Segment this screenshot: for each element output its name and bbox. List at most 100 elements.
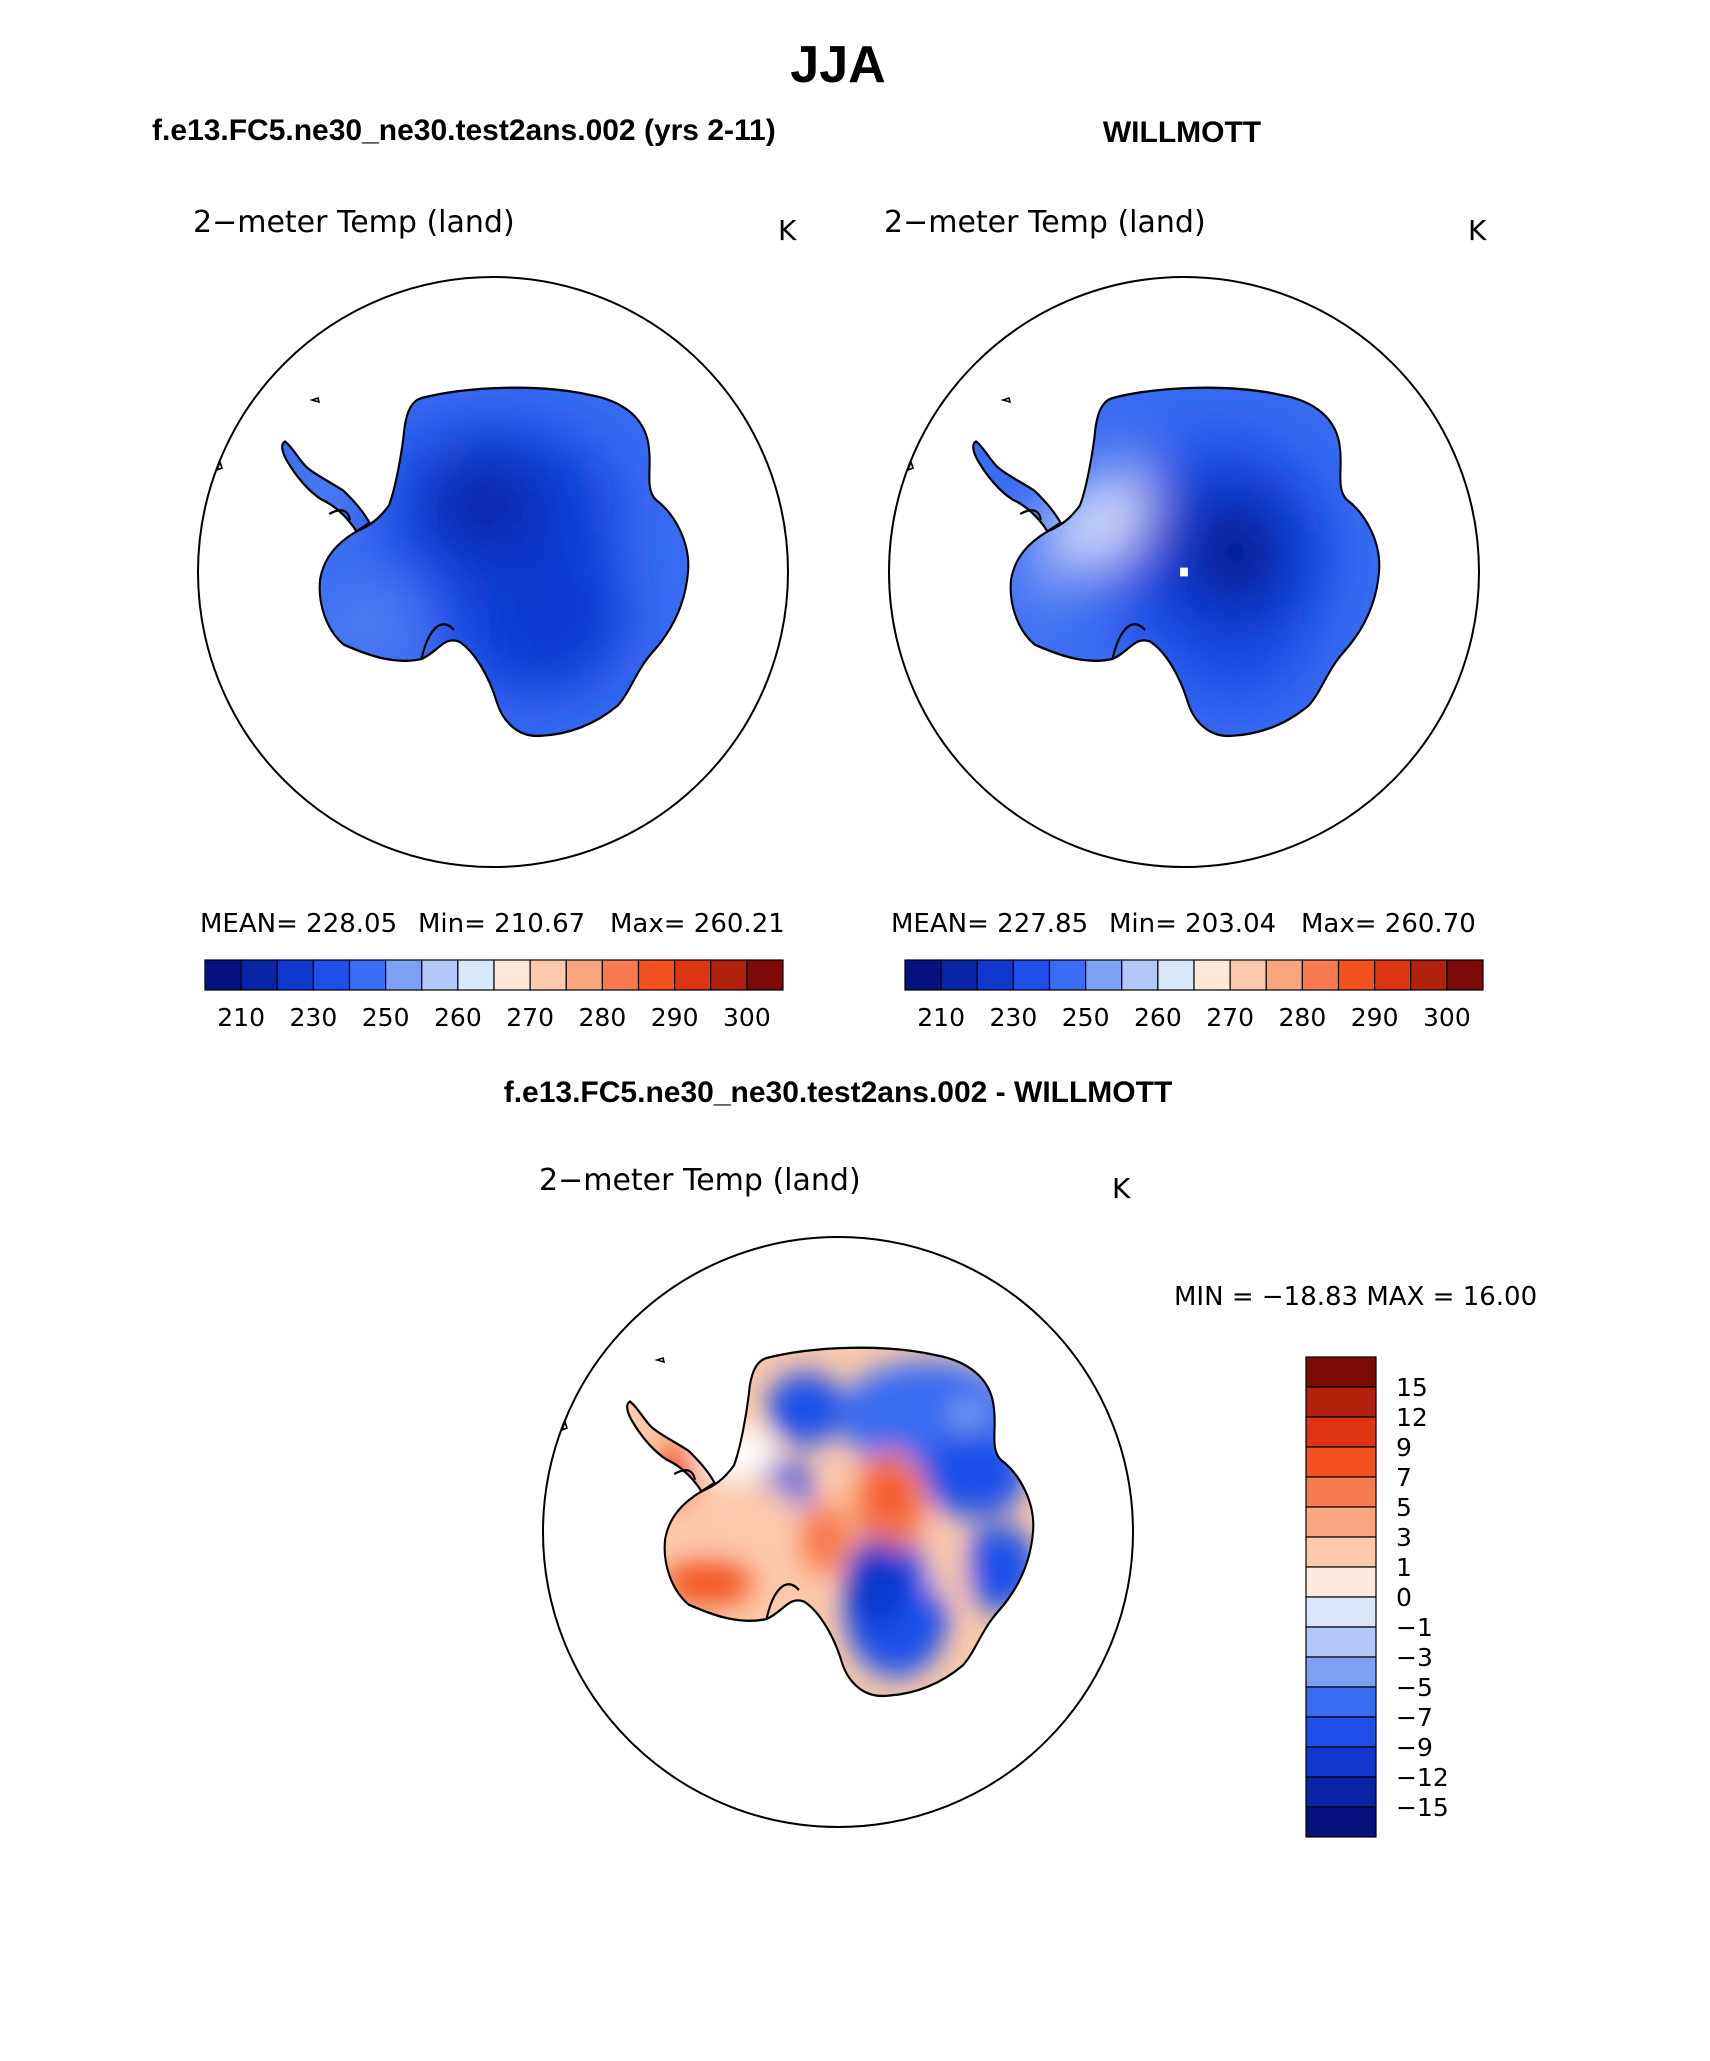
- panel-diff-range: MIN = −18.83 MAX = 16.00: [1174, 1282, 1537, 1312]
- panel-model-colorbar-tick-label: 260: [434, 1003, 482, 1032]
- panel-model-mean: MEAN= 228.05: [200, 909, 397, 939]
- panel-diff-colorbar-swatch: [1305, 1476, 1377, 1508]
- panel-diff-colorbar-swatch: [1305, 1356, 1377, 1388]
- panel-model-colorbar-swatch: [457, 959, 495, 991]
- panel-obs-colorbar-swatch: [1337, 959, 1376, 991]
- panel-obs-mean: MEAN= 227.85: [891, 909, 1088, 939]
- panel-diff-colorbar-swatch: [1305, 1446, 1377, 1478]
- panel-diff-colorbar-tick-label: −9: [1396, 1733, 1433, 1762]
- panel-diff-colorbar-tick-label: −7: [1396, 1703, 1433, 1732]
- panel-model-max: Max= 260.21: [610, 909, 785, 939]
- panel-diff-colorbar-swatch: [1305, 1386, 1377, 1418]
- panel-model-colorbar-tick-label: 300: [723, 1003, 771, 1032]
- panel-model-colorbar: 210 230 250 260 270 280 290 300: [204, 959, 784, 1032]
- panel-obs-colorbar-tick-label: 210: [917, 1003, 965, 1032]
- panel-diff-colorbar-swatch: [1305, 1686, 1377, 1718]
- panel-model-min: Min= 210.67: [418, 909, 585, 939]
- panel-observations: 2−meter Temp (land) K: [884, 205, 1487, 1032]
- panel-model-colorbar-tick-label: 250: [362, 1003, 410, 1032]
- panel-diff-title: 2−meter Temp (land): [539, 1163, 861, 1198]
- panel-model-colorbar-swatch: [421, 959, 459, 991]
- panel-model-colorbar-tick-label: 290: [651, 1003, 699, 1032]
- panel-obs-colorbar-swatch: [976, 959, 1014, 991]
- panel-obs-colorbar-swatch: [1121, 959, 1159, 991]
- panel-model-colorbar-swatch: [240, 959, 278, 991]
- panel-model-units: K: [778, 214, 797, 247]
- panel-model-colorbar-swatch: [746, 959, 784, 991]
- panel-diff-colorbar-swatch: [1305, 1506, 1377, 1538]
- panel-obs-colorbar-swatch: [1048, 959, 1087, 991]
- panel-diff-colorbar-tick-label: −15: [1396, 1793, 1449, 1822]
- panel-obs-colorbar-swatch: [1374, 959, 1412, 991]
- panel-obs-colorbar-swatch: [1193, 959, 1231, 991]
- panel-diff-colorbar-tick-label: 5: [1396, 1493, 1412, 1522]
- panel-model-colorbar-swatch: [565, 959, 603, 991]
- panel-obs-colorbar-swatch: [1446, 959, 1484, 991]
- season-title: JJA: [790, 36, 885, 94]
- panel-diff-colorbar-swatch: [1305, 1596, 1377, 1628]
- panel-diff-colorbar-swatch: [1305, 1416, 1377, 1448]
- panel-model-island: [215, 396, 321, 472]
- panel-model-colorbar-swatch: [637, 959, 676, 991]
- panel-obs-colorbar-tick-label: 250: [1062, 1003, 1110, 1032]
- difference-header: f.e13.FC5.ne30_ne30.test2ans.002 - WILLM…: [504, 1076, 1173, 1109]
- model-run-header: f.e13.FC5.ne30_ne30.test2ans.002 (yrs 2-…: [152, 114, 776, 147]
- panel-model-colorbar-swatch: [493, 959, 531, 991]
- panel-model-colorbar-swatch: [710, 959, 748, 991]
- panel-diff-colorbar-tick-label: 15: [1396, 1373, 1428, 1402]
- panel-obs-title: 2−meter Temp (land): [884, 205, 1206, 240]
- panel-model-colorbar-tick-label: 280: [579, 1003, 627, 1032]
- panel-diff-colorbar-swatch: [1305, 1776, 1377, 1808]
- panel-obs-units: K: [1468, 214, 1487, 247]
- panel-diff-colorbar-swatch: [1305, 1716, 1377, 1748]
- panel-obs-colorbar-tick-label: 270: [1206, 1003, 1254, 1032]
- panel-diff-colorbar-tick-label: −1: [1396, 1613, 1433, 1642]
- panel-model-colorbar-swatch: [204, 959, 242, 991]
- panel-obs-colorbar-swatch: [1085, 959, 1123, 991]
- panel-diff-colorbar-tick-label: 1: [1396, 1553, 1412, 1582]
- panel-model-colorbar-tick-label: 230: [290, 1003, 338, 1032]
- panel-model-colorbar-tick-label: 210: [217, 1003, 265, 1032]
- panel-model-colorbar-swatch: [312, 959, 351, 991]
- panel-obs-colorbar-swatch: [904, 959, 942, 991]
- panel-obs-colorbar-swatch: [1012, 959, 1051, 991]
- panel-diff-colorbar-swatch: [1305, 1626, 1377, 1658]
- panel-obs-colorbar-swatch: [1410, 959, 1448, 991]
- panel-obs-max: Max= 260.70: [1301, 909, 1476, 939]
- panel-model-colorbar-swatch: [348, 959, 387, 991]
- panel-diff-island: [560, 1356, 666, 1432]
- panel-obs-min: Min= 203.04: [1109, 909, 1276, 939]
- panel-diff-colorbar-tick-label: 12: [1396, 1403, 1428, 1432]
- panel-model-colorbar-tick-label: 270: [506, 1003, 554, 1032]
- panel-diff-colorbar-tick-label: −5: [1396, 1673, 1433, 1702]
- panel-model: 2−meter Temp (land) K MEAN: [193, 205, 797, 1032]
- panel-model-colorbar-swatch: [674, 959, 712, 991]
- panel-diff-colorbar-swatch: [1305, 1536, 1377, 1568]
- panel-model-title: 2−meter Temp (land): [193, 205, 515, 240]
- panel-diff-colorbar-swatch: [1305, 1806, 1377, 1838]
- panel-obs-colorbar: 210 230 250 260 270 280 290 300: [904, 959, 1484, 1032]
- panel-model-colorbar-swatch: [601, 959, 640, 991]
- panel-obs-colorbar-swatch: [1229, 959, 1267, 991]
- panel-obs-colorbar-tick-label: 230: [990, 1003, 1038, 1032]
- panel-diff-colorbar-tick-label: 0: [1396, 1583, 1412, 1612]
- panel-obs-colorbar-tick-label: 300: [1423, 1003, 1471, 1032]
- panel-diff-colorbar-swatch: [1305, 1566, 1377, 1598]
- panel-obs-colorbar-tick-label: 290: [1351, 1003, 1399, 1032]
- panel-diff-colorbar-tick-label: 7: [1396, 1463, 1412, 1492]
- panel-obs-colorbar-swatch: [1301, 959, 1340, 991]
- panel-obs-colorbar-swatch: [1265, 959, 1303, 991]
- panel-obs-colorbar-swatch: [1157, 959, 1195, 991]
- panel-model-colorbar-swatch: [276, 959, 314, 991]
- obs-header: WILLMOTT: [1103, 116, 1261, 149]
- panel-obs-colorbar-tick-label: 260: [1134, 1003, 1182, 1032]
- panel-obs-colorbar-swatch: [940, 959, 978, 991]
- panel-obs-colorbar-tick-label: 280: [1279, 1003, 1327, 1032]
- panel-diff-colorbar-tick-label: −12: [1396, 1763, 1449, 1792]
- panel-diff-units: K: [1112, 1172, 1131, 1205]
- panel-difference: 2−meter Temp (land) K: [539, 1163, 1537, 1838]
- panel-obs-island: [906, 396, 1012, 472]
- panel-diff-colorbar-tick-label: −3: [1396, 1643, 1433, 1672]
